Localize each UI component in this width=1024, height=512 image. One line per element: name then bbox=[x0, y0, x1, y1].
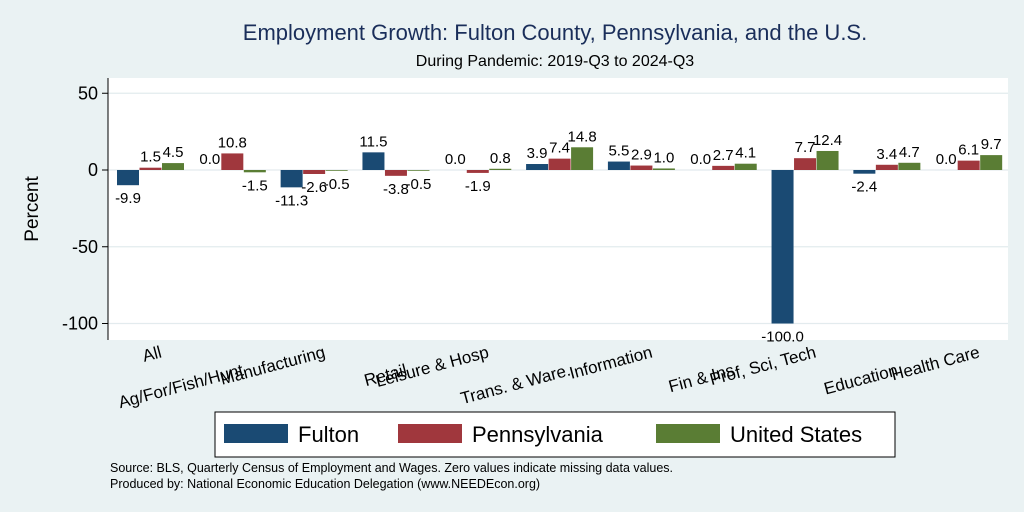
data-label: 3.9 bbox=[527, 145, 548, 162]
bar-united-states bbox=[243, 170, 266, 173]
y-tick-label: 0 bbox=[88, 160, 98, 180]
bar-pennsylvania bbox=[139, 167, 162, 170]
data-label: 1.5 bbox=[140, 149, 161, 166]
category-label: Manufacturing bbox=[218, 343, 327, 389]
data-label: 0.0 bbox=[936, 151, 957, 168]
legend-box bbox=[214, 411, 896, 458]
bar-united-states bbox=[571, 147, 594, 170]
data-label: 4.5 bbox=[163, 144, 184, 161]
bar-united-states bbox=[898, 162, 921, 170]
data-label: -1.9 bbox=[465, 178, 491, 195]
chart-subtitle: During Pandemic: 2019-Q3 to 2024-Q3 bbox=[416, 53, 694, 70]
bar-pennsylvania bbox=[875, 164, 898, 170]
y-tick-label: -50 bbox=[72, 237, 98, 257]
data-label: 0.8 bbox=[490, 150, 511, 167]
bar-united-states bbox=[652, 168, 675, 170]
data-label: -9.9 bbox=[115, 190, 141, 207]
bar-united-states bbox=[162, 163, 184, 170]
category-label: Trans. & Ware. bbox=[459, 361, 573, 409]
data-label: 0.0 bbox=[199, 151, 220, 168]
data-label: 12.4 bbox=[813, 132, 842, 149]
data-label: 3.4 bbox=[876, 146, 897, 163]
data-label: 7.4 bbox=[549, 140, 570, 157]
bar-united-states bbox=[325, 170, 348, 171]
data-label: 7.7 bbox=[795, 139, 816, 156]
data-label: 6.1 bbox=[958, 142, 979, 159]
source-note: Source: BLS, Quarterly Census of Employm… bbox=[110, 461, 673, 475]
bar-pennsylvania bbox=[466, 170, 489, 173]
y-tick-label: 50 bbox=[78, 83, 98, 103]
bar-fulton bbox=[280, 170, 303, 188]
legend-label: Pennsylvania bbox=[472, 422, 604, 447]
bar-fulton bbox=[607, 161, 630, 170]
bar-pennsylvania bbox=[630, 165, 653, 170]
data-label: 5.5 bbox=[608, 143, 629, 160]
category-label: All bbox=[140, 343, 163, 366]
bar-pennsylvania bbox=[794, 158, 817, 170]
bar-pennsylvania bbox=[303, 170, 326, 174]
category-label: Prof, Sci, Tech bbox=[708, 343, 818, 390]
data-label: 4.7 bbox=[899, 144, 920, 161]
bar-fulton bbox=[362, 152, 385, 170]
data-label: -2.6 bbox=[301, 179, 327, 196]
data-label: 2.9 bbox=[631, 147, 652, 164]
bar-fulton bbox=[853, 170, 876, 174]
legend-swatch bbox=[656, 424, 720, 443]
data-label: 11.5 bbox=[359, 133, 387, 150]
bar-pennsylvania bbox=[548, 158, 571, 170]
bar-fulton bbox=[117, 170, 139, 186]
data-label: 10.8 bbox=[218, 134, 247, 151]
legend-swatch bbox=[398, 424, 462, 443]
data-label: -2.4 bbox=[851, 179, 877, 196]
y-axis-label: Percent bbox=[22, 176, 43, 242]
bar-pennsylvania bbox=[221, 153, 244, 170]
data-label: -100.0 bbox=[761, 329, 804, 346]
data-label: 9.7 bbox=[981, 136, 1002, 153]
data-labels: -9.91.5 4.5 0.010.8-1.5-11.3-2.6-0.511.5-3… bbox=[115, 128, 1002, 345]
y-tick-label: -100 bbox=[62, 314, 98, 334]
data-label: 4.1 bbox=[735, 145, 756, 162]
y-ticks: 50 0 -50 -100 bbox=[62, 83, 108, 334]
bar-fulton bbox=[771, 170, 794, 324]
bars bbox=[117, 147, 1003, 324]
chart-title: Employment Growth: Fulton County, Pennsy… bbox=[243, 20, 867, 45]
data-label: -0.5 bbox=[406, 176, 432, 193]
data-label: 0.0 bbox=[690, 151, 711, 168]
bar-pennsylvania bbox=[712, 165, 735, 170]
data-label: 2.7 bbox=[713, 147, 734, 164]
data-label: 14.8 bbox=[567, 128, 596, 145]
category-label: Information bbox=[567, 343, 654, 383]
plot-area bbox=[108, 78, 1008, 340]
category-label: Health Care bbox=[889, 343, 982, 385]
data-label: -3.8 bbox=[383, 181, 409, 198]
bar-pennsylvania bbox=[384, 170, 407, 176]
bar-united-states bbox=[980, 155, 1003, 170]
data-label: -1.5 bbox=[242, 177, 268, 194]
legend-label: United States bbox=[730, 422, 862, 447]
bar-united-states bbox=[489, 168, 512, 170]
bar-united-states bbox=[734, 163, 757, 170]
legend: Fulton Pennsylvania United States bbox=[214, 411, 896, 458]
data-label: -0.5 bbox=[324, 176, 350, 193]
bar-pennsylvania bbox=[957, 160, 980, 170]
bar-united-states bbox=[407, 170, 430, 171]
legend-swatch bbox=[224, 424, 288, 443]
bar-fulton bbox=[526, 164, 549, 170]
data-label: 1.0 bbox=[653, 149, 674, 166]
data-label: 0.0 bbox=[445, 151, 466, 168]
data-label: -11.3 bbox=[275, 192, 308, 209]
bar-united-states bbox=[816, 150, 839, 170]
produced-by-note: Produced by: National Economic Education… bbox=[110, 477, 540, 491]
legend-label: Fulton bbox=[298, 422, 359, 447]
